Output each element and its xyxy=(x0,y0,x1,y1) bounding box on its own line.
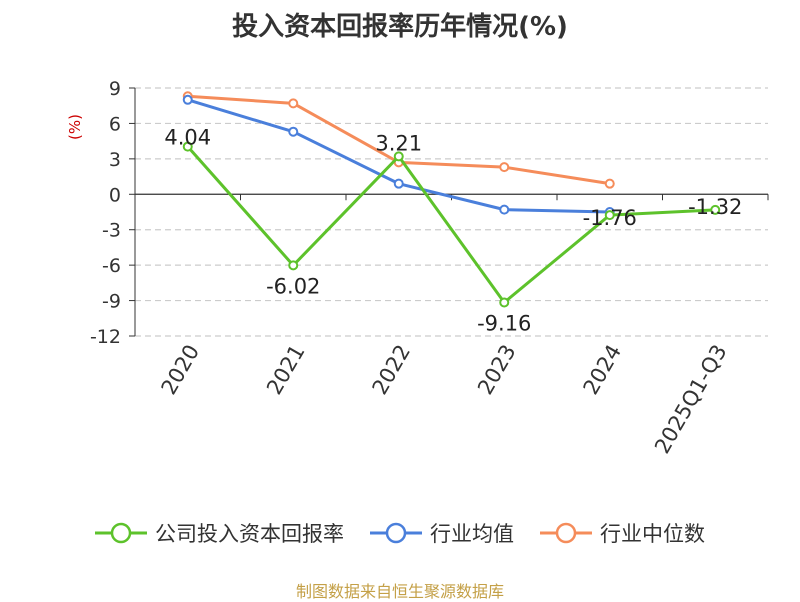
x-tick-label: 2021 xyxy=(262,341,310,399)
data-label: -1.32 xyxy=(688,195,742,219)
data-label: -6.02 xyxy=(266,274,320,298)
data-point xyxy=(393,178,404,189)
legend-swatch-industry-median xyxy=(540,522,592,544)
x-tick-label: 2022 xyxy=(368,341,416,399)
chart-title: 投入资本回报率历年情况(%) xyxy=(232,12,568,42)
data-point xyxy=(604,210,615,221)
data-label: 3.21 xyxy=(375,131,422,155)
y-tick-label: 3 xyxy=(109,149,121,171)
data-point xyxy=(288,98,299,109)
data-label: -9.16 xyxy=(477,311,531,335)
y-tick-label: -6 xyxy=(102,255,121,277)
series-line xyxy=(186,145,716,304)
data-point xyxy=(499,297,510,308)
data-point xyxy=(288,126,299,137)
y-tick-label: -12 xyxy=(90,326,121,348)
legend-item-industry-average[interactable]: 行业均值 xyxy=(370,518,514,548)
y-tick-label: 6 xyxy=(109,113,121,135)
data-point xyxy=(710,204,721,215)
x-tick-label: 2023 xyxy=(473,341,521,399)
y-tick-label: 9 xyxy=(109,78,121,100)
y-tick-label: -3 xyxy=(102,220,121,242)
data-point xyxy=(182,141,193,152)
data-label: -1.76 xyxy=(583,206,637,230)
x-tick-label: 2025Q1-Q3 xyxy=(650,341,732,458)
data-point xyxy=(604,178,615,189)
y-tick-label: 0 xyxy=(109,184,121,206)
data-point xyxy=(182,94,193,105)
legend-swatch-industry-average xyxy=(370,522,422,544)
data-point xyxy=(499,162,510,173)
x-tick-label: 2024 xyxy=(579,341,627,399)
legend-item-company[interactable]: 公司投入资本回报率 xyxy=(95,518,344,548)
y-tick-label: -9 xyxy=(102,291,121,313)
data-point xyxy=(499,204,510,215)
y-axis-label: (%) xyxy=(66,114,84,140)
legend-swatch-company xyxy=(95,522,147,544)
legend-label-company: 公司投入资本回报率 xyxy=(155,522,344,546)
legend-label-industry-average: 行业均值 xyxy=(430,522,514,546)
source-note: 制图数据来自恒生聚源数据库 xyxy=(295,582,504,601)
chart-legend: 公司投入资本回报率 行业均值 行业中位数 xyxy=(0,518,800,548)
data-point xyxy=(288,260,299,271)
data-label: 4.04 xyxy=(164,126,211,150)
data-point xyxy=(393,151,404,162)
legend-item-industry-median[interactable]: 行业中位数 xyxy=(540,518,705,548)
legend-label-industry-median: 行业中位数 xyxy=(600,522,705,546)
x-tick-label: 2020 xyxy=(157,341,205,399)
